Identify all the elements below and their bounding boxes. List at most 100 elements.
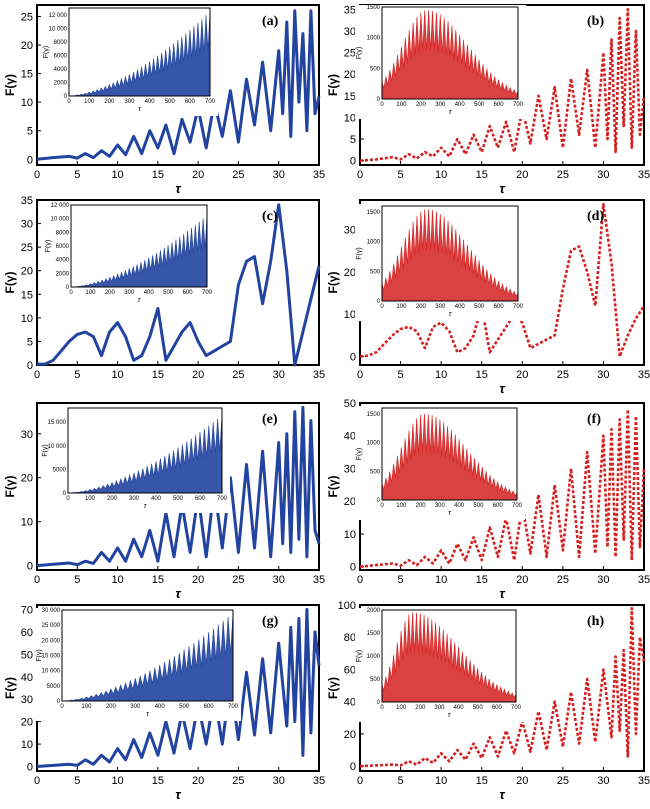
inset-x-tick-label: 600 (185, 99, 196, 105)
y-tick-label: 10 (344, 529, 356, 541)
y-tick-label: 0 (350, 352, 356, 364)
inset-y-tick-label: 0 (64, 94, 68, 100)
x-tick-label: 35 (638, 369, 650, 381)
inset-series-area (381, 10, 519, 100)
inset-x-tick-label: 200 (107, 496, 118, 502)
x-tick-label: 30 (597, 775, 609, 787)
inset-x-tick-label: 0 (380, 102, 384, 108)
inset-a: 0 100 200 300 400 500 600 700 0 2000 4000 6000 8000 1… (42, 6, 218, 116)
x-axis-label: τ (499, 787, 505, 802)
y-tick-label: 5 (27, 126, 33, 138)
inset-y-tick-label: 500 (370, 469, 381, 475)
inset-x-tick-label: 100 (396, 705, 407, 711)
inset-y-tick-label: 0 (57, 699, 61, 705)
inset-x-tick-label: 700 (228, 704, 239, 710)
inset-y-tick-label: 2000 (54, 80, 68, 86)
inset-h: 0 100 200 300 400 500 600 700 0 500 1000 1500 2000 τ F… (355, 608, 524, 722)
y-tick-label: 30 (21, 694, 33, 706)
inset-y-tick-label: 500 (370, 269, 381, 275)
inset-y-tick-label: 500 (370, 677, 381, 683)
inset-x-tick-label: 200 (416, 503, 427, 509)
x-tick-label: 30 (597, 169, 609, 181)
y-tick-label: 20 (21, 473, 33, 485)
y-axis-label: F(γ) (326, 74, 340, 96)
y-axis-label: F(γ) (3, 476, 17, 498)
inset-y-tick-label: 6000 (54, 53, 68, 59)
inset-x-tick-label: 500 (163, 290, 174, 296)
panel-a: 0 5 10 15 20 25 30 35 0 5 10 15 20 25 F(γ) τ (a) 0 100 200 3… (3, 4, 325, 196)
inset-y-tick-label: 0 (377, 700, 381, 706)
inset-y-tick-label: 10 000 (48, 444, 67, 450)
inset-y-tick-label: 20 000 (42, 638, 61, 644)
x-tick-label: 10 (435, 369, 447, 381)
y-tick-label: 15 (344, 91, 356, 103)
x-tick-label: 0 (357, 369, 363, 381)
x-tick-label: 20 (516, 574, 528, 586)
x-tick-label: 20 (516, 775, 528, 787)
x-tick-label: 15 (152, 369, 164, 381)
inset-x-tick-label: 400 (151, 496, 162, 502)
inset-x-tick-label: 600 (492, 705, 503, 711)
y-tick-label: 100 (338, 600, 356, 612)
inset-y-tick-label: 4000 (54, 67, 68, 73)
x-tick-label: 10 (111, 169, 123, 181)
panel-b: 0 5 10 15 20 25 30 35 0 5 10 15 20 25 30 35 F(γ) τ (b) 0 100… (326, 4, 650, 196)
inset-x-tick-label: 100 (396, 102, 407, 108)
x-tick-label: 15 (476, 169, 488, 181)
inset-x-tick-label: 100 (396, 304, 407, 310)
inset-y-tick-label: 30 000 (42, 608, 61, 614)
y-tick-label: 20 (21, 40, 33, 52)
x-axis-label: τ (175, 181, 181, 196)
inset-y-tick-label: 10 000 (49, 26, 68, 32)
y-tick-label: 10 (344, 112, 356, 124)
panel-label: (d) (587, 209, 604, 224)
x-tick-label: 5 (398, 169, 404, 181)
inset-d: 0 100 200 300 400 500 600 700 0 500 1000 1500 τ F(γ) (355, 204, 526, 321)
inset-y-tick-label: 0 (377, 498, 381, 504)
inset-series-area (71, 215, 208, 288)
inset-x-axis-label: τ (144, 503, 147, 510)
x-tick-label: 5 (74, 169, 80, 181)
y-axis-label: F(γ) (326, 476, 340, 498)
inset-y-tick-label: 8000 (56, 230, 70, 236)
inset-series-area (68, 11, 211, 97)
x-tick-label: 10 (111, 775, 123, 787)
x-axis-label: τ (175, 787, 181, 802)
x-tick-label: 35 (638, 574, 650, 586)
inset-y-axis-label: F(γ) (356, 650, 363, 662)
x-axis-label: τ (499, 381, 505, 396)
x-tick-label: 20 (516, 369, 528, 381)
series-line (36, 405, 321, 568)
inset-x-tick-label: 300 (435, 102, 446, 108)
x-tick-label: 30 (597, 574, 609, 586)
inset-x-tick-label: 700 (513, 304, 524, 310)
series-line (359, 408, 646, 568)
y-tick-label: 30 (344, 463, 356, 475)
inset-y-axis-label: F(γ) (43, 46, 50, 58)
inset-y-tick-label: 10 000 (42, 669, 61, 675)
inset-y-tick-label: 0 (377, 97, 381, 103)
inset-x-tick-label: 700 (511, 705, 522, 711)
inset-x-tick-label: 400 (155, 704, 166, 710)
inset-x-tick-label: 100 (81, 704, 92, 710)
y-axis-label: F(γ) (326, 272, 340, 294)
x-tick-label: 0 (34, 369, 40, 381)
y-axis-label: F(γ) (3, 74, 17, 96)
x-tick-label: 20 (192, 369, 204, 381)
panel-label: (a) (262, 14, 279, 29)
inset-x-tick-label: 0 (69, 290, 73, 296)
inset-x-tick-label: 400 (454, 705, 465, 711)
x-tick-label: 10 (111, 369, 123, 381)
inset-e: 0 100 200 300 400 500 600 700 0 5000 10 000 15 000 τ… (41, 406, 230, 513)
inset-y-tick-label: 1500 (367, 210, 381, 216)
inset-x-tick-label: 600 (204, 704, 215, 710)
inset-x-tick-label: 300 (124, 290, 135, 296)
series-line (359, 8, 646, 162)
inset-x-tick-label: 300 (124, 99, 135, 105)
inset-x-tick-label: 200 (104, 99, 115, 105)
y-tick-label: 20 (21, 266, 33, 278)
inset-x-tick-label: 300 (434, 705, 445, 711)
inset-x-tick-label: 300 (435, 304, 446, 310)
y-tick-label: 40 (344, 697, 356, 709)
y-tick-label: 20 (344, 267, 356, 279)
